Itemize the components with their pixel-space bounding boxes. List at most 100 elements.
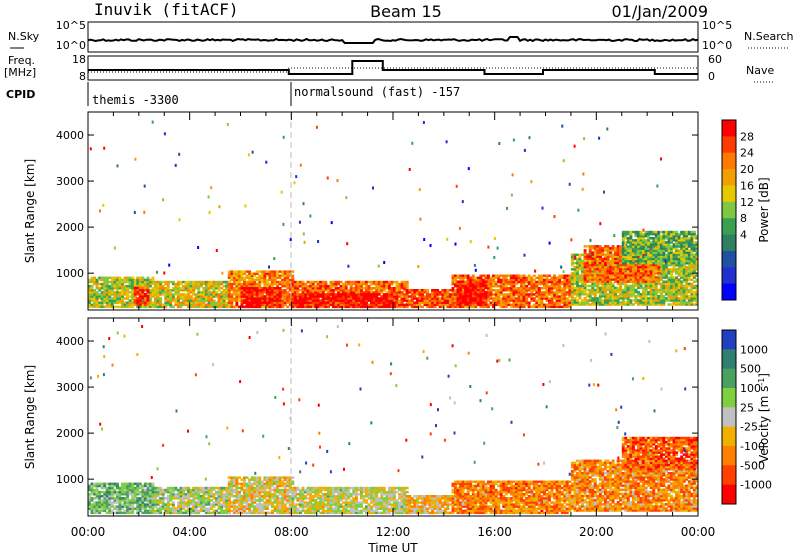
power-echo-cell-1999 bbox=[365, 301, 368, 304]
power-echo-cell-4387 bbox=[624, 263, 628, 267]
power-echo-cell-1774 bbox=[398, 295, 402, 298]
power-echo-cell-213 bbox=[128, 301, 132, 304]
power-echo-cell-4622 bbox=[621, 234, 625, 238]
power-echo-cell-2024 bbox=[375, 301, 379, 304]
power-echo-cell-3891 bbox=[670, 282, 673, 286]
power-echo-cell-2297 bbox=[461, 274, 465, 277]
power-echo-cell-2542 bbox=[507, 289, 511, 292]
power-echo-cell-3410 bbox=[614, 264, 618, 267]
power-echo-cell-2671 bbox=[530, 287, 534, 290]
power-echo-cell-2078 bbox=[408, 301, 412, 304]
power-echo-cell-4926 bbox=[675, 232, 679, 236]
power-echo-cell-528 bbox=[187, 301, 191, 304]
power-echo-cell-1060 bbox=[281, 305, 285, 309]
power-echo-cell-2032 bbox=[377, 299, 381, 302]
power-echo-cell-1116 bbox=[288, 284, 292, 288]
power-echo-cell-3841 bbox=[665, 299, 668, 302]
power-echo-cell-4722 bbox=[639, 232, 643, 236]
power-echo-cell-743 bbox=[227, 270, 231, 273]
power-echo-cell-1383 bbox=[311, 284, 315, 288]
power-echo-cell-1007 bbox=[271, 278, 274, 282]
power-echo-cell-1385 bbox=[311, 280, 315, 284]
power-echo-cell-4003 bbox=[682, 290, 686, 294]
power-echo-cell-2865 bbox=[565, 291, 569, 294]
power-echo-cell-4330 bbox=[616, 280, 620, 283]
power-echo-cell-3825 bbox=[662, 288, 666, 292]
power-echo-cell-1219 bbox=[263, 297, 267, 300]
power-echo-cell-469 bbox=[171, 287, 175, 290]
power-echo-cell-2702 bbox=[537, 305, 541, 309]
power-echo-cell-1932 bbox=[337, 295, 341, 298]
power-echo-cell-1299 bbox=[293, 284, 297, 288]
power-echo-cell-3071 bbox=[576, 270, 579, 273]
power-echo-cell-608 bbox=[202, 282, 206, 286]
power-echo-cell-2555 bbox=[509, 289, 513, 292]
power-echo-cell-2357 bbox=[474, 305, 478, 309]
power-echo-cell-304 bbox=[146, 293, 150, 296]
power-echo-cell-172 bbox=[121, 305, 124, 309]
power-echo-cell-3108 bbox=[581, 282, 585, 286]
power-echo-cell-2169 bbox=[436, 297, 440, 300]
power-echo-cell-2883 bbox=[568, 282, 572, 286]
power-echo-cell-1345 bbox=[304, 289, 307, 292]
power-echo-cell-2890 bbox=[456, 299, 460, 302]
power-echo-cell-655 bbox=[212, 287, 216, 290]
power-echo-cell-2467 bbox=[494, 301, 498, 304]
power-echo-cell-2296 bbox=[461, 276, 465, 280]
power-echo-cell-2894 bbox=[456, 290, 460, 294]
power-echo-cell-564 bbox=[194, 303, 198, 307]
power-echo-cell-3832 bbox=[662, 272, 666, 275]
power-echo-cell-2424 bbox=[484, 274, 488, 277]
power-echo-cell-4240 bbox=[601, 274, 605, 277]
power-echo-cell-2735 bbox=[543, 293, 546, 296]
power-echo-cell-4773 bbox=[649, 251, 653, 254]
power-echo-cell-1255 bbox=[273, 293, 277, 296]
power-echo-cell-4770 bbox=[649, 259, 653, 263]
power-echo-cell-789 bbox=[235, 274, 239, 277]
power-echo-cell-3119 bbox=[581, 259, 585, 263]
power-echo-cell-1991 bbox=[362, 305, 366, 309]
power-echo-cell-3802 bbox=[659, 288, 663, 292]
power-echo-cell-2896 bbox=[456, 284, 460, 288]
power-echo-cell-16 bbox=[90, 297, 94, 300]
power-echo-cell-3026 bbox=[570, 274, 574, 277]
power-echo-cell-4035 bbox=[685, 272, 689, 275]
power-echo-cell-866 bbox=[248, 276, 252, 280]
power-echo-cell-3500 bbox=[624, 270, 628, 273]
power-echo-cell-3689 bbox=[647, 286, 651, 290]
power-echo-cell-4275 bbox=[606, 269, 610, 273]
power-echo-cell-669 bbox=[217, 305, 221, 309]
power-echo-cell-2719 bbox=[540, 301, 544, 304]
power-echo-cell-584 bbox=[197, 284, 201, 288]
power-echo-cell-734 bbox=[227, 291, 231, 294]
power-echo-cell-2034 bbox=[377, 293, 381, 296]
power-echo-cell-3055 bbox=[573, 253, 577, 257]
power-echo-cell-2235 bbox=[451, 280, 455, 284]
power-echo-cell-139 bbox=[113, 287, 117, 290]
power-echo-cell-321 bbox=[149, 289, 152, 292]
power-echo-cell-1726 bbox=[387, 301, 391, 304]
power-echo-cell-3237 bbox=[596, 288, 600, 292]
power-echo-cell-4832 bbox=[659, 247, 663, 250]
power-echo-cell-3257 bbox=[598, 297, 602, 300]
power-echo-cell-1818 bbox=[291, 301, 295, 304]
power-echo-cell-4873 bbox=[667, 253, 671, 257]
power-echo-cell-1248 bbox=[271, 289, 274, 292]
power-echo-cell-178 bbox=[121, 293, 124, 296]
power-echo-cell-4328 bbox=[614, 249, 618, 252]
freq-frame bbox=[87, 55, 699, 81]
power-echo-cell-2187 bbox=[441, 293, 445, 296]
power-echo-cell-2591 bbox=[515, 276, 518, 280]
power-echo-cell-3760 bbox=[654, 284, 658, 288]
power-echo-cell-4844 bbox=[662, 253, 666, 257]
power-echo-cell-2649 bbox=[525, 280, 529, 284]
power-echo-cell-2105 bbox=[415, 293, 419, 296]
power-echo-cell-4738 bbox=[644, 261, 648, 265]
power-echo-cell-1211 bbox=[260, 297, 264, 300]
power-echo-cell-2697 bbox=[535, 287, 539, 290]
power-echo-cell-2227 bbox=[451, 299, 455, 302]
power-echo-cell-4000 bbox=[682, 297, 686, 300]
power-echo-cell-3040 bbox=[573, 290, 577, 294]
power-echo-cell-4839 bbox=[659, 230, 663, 234]
power-echo-cell-1924 bbox=[334, 297, 338, 300]
